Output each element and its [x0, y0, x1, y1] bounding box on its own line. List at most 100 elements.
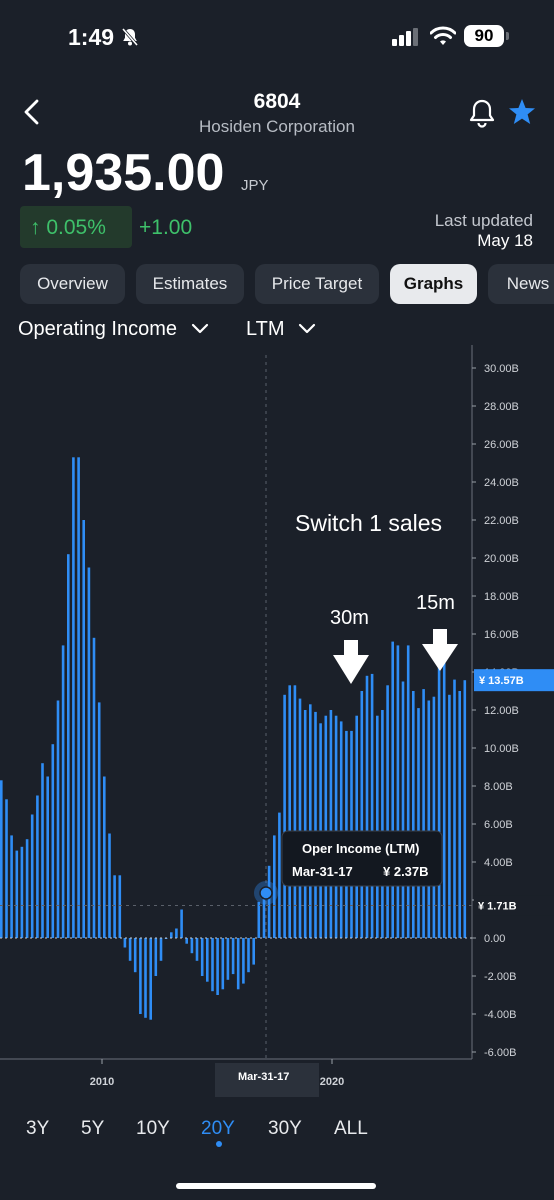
tooltip-value: ¥ 2.37B: [383, 864, 429, 879]
price-currency: JPY: [241, 177, 269, 194]
company-name: Hosiden Corporation: [199, 117, 355, 136]
chart-bar: [41, 763, 44, 938]
chart-bar: [396, 645, 400, 938]
status-time: 1:49: [68, 24, 115, 50]
y-tick-label: 28.00B: [484, 401, 519, 413]
chart-bar: [185, 938, 188, 944]
change-percent-badge: [20, 206, 132, 248]
chart-bar: [149, 938, 152, 1020]
current-value-marker: [474, 669, 554, 692]
chart-bar: [103, 776, 106, 938]
chart-bar: [61, 645, 65, 938]
chart-bar: [206, 938, 209, 982]
chevron-down-icon: [191, 323, 208, 334]
chart-bar: [309, 704, 312, 938]
tab-estimates[interactable]: Estimates: [136, 264, 244, 304]
chart-bar: [360, 691, 364, 938]
crosshair-date-label: Mar-31-17: [238, 1071, 289, 1083]
chart-bar: [216, 938, 219, 995]
chart-bar: [365, 675, 369, 938]
chart-bar: [422, 689, 425, 938]
chart-bar: [391, 641, 394, 938]
metric-dropdown[interactable]: Operating Income: [18, 318, 209, 341]
chart-bar: [118, 875, 122, 938]
chart-bar: [458, 691, 461, 938]
chart-bar: [437, 656, 441, 938]
range-5y[interactable]: 5Y: [81, 1118, 105, 1139]
chart-bar: [15, 850, 19, 938]
chart-bar: [324, 715, 328, 938]
chart-bar: [242, 938, 245, 984]
current-value-label: ¥ 13.57B: [479, 675, 524, 687]
chart-bar: [267, 865, 271, 938]
y-tick-label: 18.00B: [484, 591, 519, 603]
star-favorite-icon[interactable]: [508, 98, 536, 126]
change-percent: ↑ 0.05%: [30, 216, 106, 239]
chart-bar: [401, 681, 405, 938]
chart-bar: [46, 776, 49, 938]
change-absolute: +1.00: [139, 216, 193, 239]
chart-bar: [10, 835, 13, 938]
chart-bar: [334, 715, 338, 938]
chart-bar: [376, 715, 379, 938]
chart-bar: [221, 938, 225, 990]
last-updated-label: Last updated: [434, 211, 533, 230]
period-dropdown[interactable]: LTM: [246, 318, 316, 341]
tab-overview[interactable]: Overview: [20, 264, 125, 304]
battery-indicator: 90: [464, 25, 504, 47]
chart-bar: [25, 839, 29, 938]
y-tick-label: 16.00B: [484, 629, 519, 641]
y-tick-label: 26.00B: [484, 439, 519, 451]
active-range-indicator: [216, 1141, 222, 1147]
chart-bar: [108, 833, 111, 938]
y-tick-label: 30.00B: [484, 363, 519, 375]
operating-income-chart[interactable]: 30.00B 28.00B 26.00B 24.00B 22.00B 20.00B 18.0…: [0, 0, 554, 1110]
range-30y[interactable]: 30Y: [268, 1118, 302, 1139]
chart-bar: [381, 710, 384, 938]
metric-dropdown-label: Operating Income: [18, 318, 177, 340]
chart-bar: [417, 708, 420, 938]
annotation-arrow-15m-icon: [422, 629, 458, 671]
range-all[interactable]: ALL: [334, 1118, 368, 1139]
chart-bar: [432, 696, 436, 938]
chart-bar: [144, 938, 147, 1018]
y-tick-label: 12.00B: [484, 705, 519, 717]
range-3y[interactable]: 3Y: [26, 1118, 50, 1139]
y-tick-label: 22.00B: [484, 515, 519, 527]
tab-news[interactable]: News: [488, 264, 554, 304]
home-indicator: [176, 1183, 376, 1189]
chart-bar: [370, 673, 374, 938]
chart-bar: [133, 938, 137, 973]
chart-bar: [252, 938, 255, 965]
chart-bar: [273, 835, 276, 938]
chart-bar: [77, 457, 80, 938]
range-10y[interactable]: 10Y: [136, 1118, 170, 1139]
tab-price-target[interactable]: Price Target: [255, 264, 379, 304]
y-tick-label: -2.00B: [484, 971, 516, 983]
chart-bar: [303, 710, 307, 938]
crosshair-date-box: [215, 1063, 319, 1097]
chart-bar: [36, 795, 39, 938]
chart-bar: [200, 938, 204, 976]
battery-cap: [506, 32, 509, 40]
chart-bar: [67, 554, 70, 938]
range-20y[interactable]: 20Y: [201, 1118, 235, 1139]
chart-bar: [448, 694, 451, 938]
annotation-switch-sales: Switch 1 sales: [295, 510, 442, 536]
chart-bar: [175, 928, 178, 938]
back-chevron-icon[interactable]: [20, 98, 50, 128]
chart-bar: [0, 780, 3, 938]
chart-bar: [257, 901, 261, 938]
chart-bar: [92, 637, 96, 938]
chart-bar: [293, 685, 297, 938]
annotation-30m: 30m: [330, 607, 369, 629]
y-tick-label: 0.00: [484, 933, 505, 945]
x-tick-label: 2010: [90, 1076, 114, 1088]
ticker-symbol: 6804: [253, 90, 301, 113]
selected-point[interactable]: [259, 886, 273, 900]
tab-graphs[interactable]: Graphs: [390, 264, 477, 304]
chart-bar: [262, 893, 266, 938]
chart-bar: [30, 814, 34, 938]
wifi-icon: [430, 26, 456, 45]
bell-alert-icon[interactable]: [468, 98, 496, 128]
